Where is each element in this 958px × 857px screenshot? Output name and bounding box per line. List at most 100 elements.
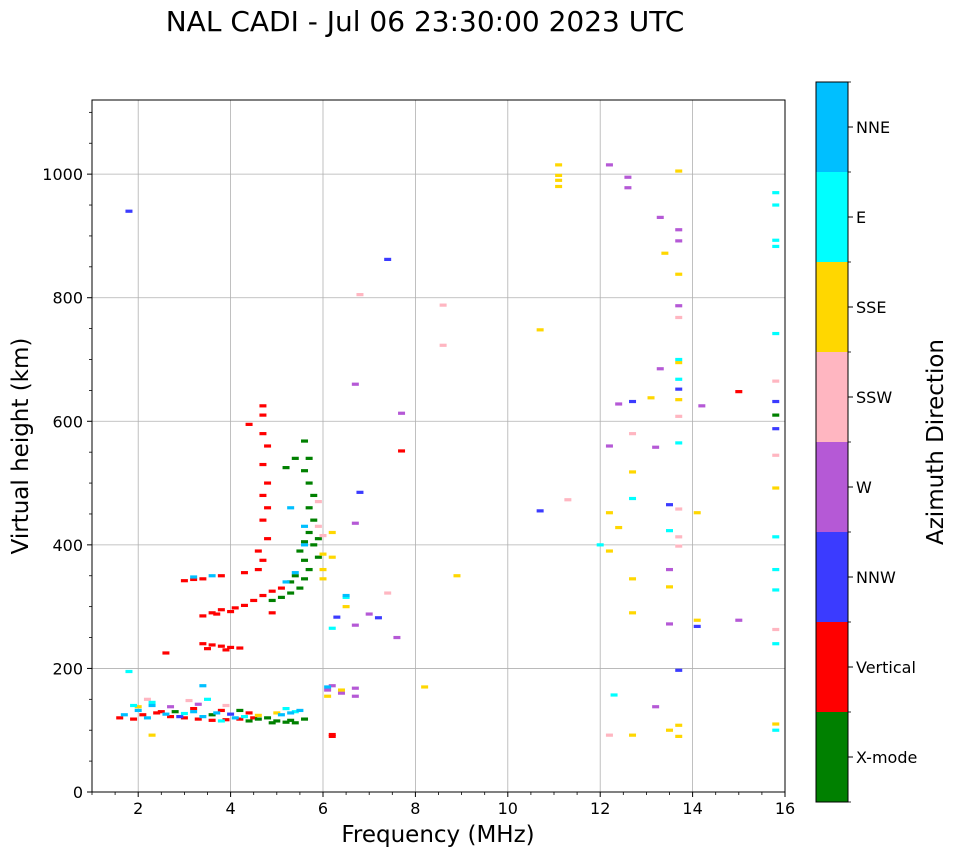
data-point xyxy=(356,293,364,297)
data-point xyxy=(305,456,313,460)
data-point xyxy=(305,506,313,510)
data-point xyxy=(301,543,309,547)
data-point xyxy=(624,175,632,179)
y-tick-label: 200 xyxy=(52,659,83,678)
data-point xyxy=(698,404,706,408)
data-point xyxy=(157,710,165,714)
data-point xyxy=(666,585,673,589)
data-point xyxy=(301,540,309,544)
data-point xyxy=(615,402,623,406)
data-point xyxy=(398,411,406,415)
data-point xyxy=(772,722,780,726)
data-point xyxy=(277,713,285,717)
data-point xyxy=(167,705,175,709)
data-point xyxy=(254,717,262,721)
x-tick-label: 6 xyxy=(318,799,328,818)
data-point xyxy=(273,711,281,715)
data-point xyxy=(296,708,304,713)
data-point xyxy=(337,688,345,692)
data-point xyxy=(254,549,262,553)
data-point xyxy=(675,304,683,308)
data-point xyxy=(167,715,175,719)
data-point xyxy=(291,571,299,575)
data-point xyxy=(675,169,683,173)
data-point xyxy=(227,645,235,650)
data-point xyxy=(287,718,295,722)
data-point xyxy=(116,716,124,720)
colorbar-label: SSW xyxy=(856,388,892,407)
data-point xyxy=(564,498,572,502)
data-point xyxy=(555,178,563,182)
data-point xyxy=(120,713,128,717)
data-point xyxy=(236,708,244,713)
colorbar-segment xyxy=(816,622,848,712)
data-point xyxy=(610,693,618,697)
data-point xyxy=(666,503,673,507)
data-point xyxy=(259,404,267,408)
data-point xyxy=(324,694,332,698)
data-point xyxy=(333,615,341,619)
data-point xyxy=(629,496,637,501)
colorbar-title: Azimuth Direction xyxy=(923,339,949,545)
data-point xyxy=(231,716,239,720)
data-point xyxy=(282,720,290,724)
data-point xyxy=(245,719,253,723)
data-point xyxy=(287,591,295,595)
data-point xyxy=(647,396,655,400)
colorbar-label: Vertical xyxy=(856,658,916,677)
data-point xyxy=(319,577,327,581)
data-point xyxy=(190,706,198,711)
data-point xyxy=(143,716,151,720)
data-point xyxy=(605,511,613,515)
data-point xyxy=(185,698,193,703)
data-point xyxy=(240,571,248,575)
data-point xyxy=(217,574,225,578)
x-tick-label: 2 xyxy=(133,799,143,818)
data-point xyxy=(328,732,336,737)
data-point xyxy=(772,244,780,249)
data-point xyxy=(194,717,202,721)
y-tick-label: 0 xyxy=(73,783,83,802)
data-point xyxy=(342,605,350,609)
y-tick-label: 600 xyxy=(52,412,83,431)
data-point xyxy=(301,469,309,473)
data-point xyxy=(772,413,780,417)
data-point xyxy=(301,439,309,443)
data-point xyxy=(342,593,350,598)
data-point xyxy=(148,700,156,705)
data-point xyxy=(319,552,327,556)
data-point xyxy=(629,733,637,737)
data-point xyxy=(772,567,780,572)
data-point xyxy=(374,616,382,620)
plot-frame xyxy=(91,99,786,793)
data-point xyxy=(661,251,669,255)
data-point xyxy=(693,511,701,515)
data-point xyxy=(259,493,267,498)
colorbar-label: SSE xyxy=(856,298,886,317)
data-point xyxy=(337,691,345,695)
data-point xyxy=(162,651,170,655)
data-point xyxy=(675,507,683,511)
data-point xyxy=(171,710,179,714)
data-point xyxy=(675,668,683,672)
data-point xyxy=(666,529,673,533)
data-point xyxy=(236,717,244,721)
data-point xyxy=(291,710,299,714)
data-point xyxy=(453,574,461,578)
series-sse xyxy=(134,163,780,738)
data-point xyxy=(675,544,683,548)
data-point xyxy=(277,586,285,590)
data-point xyxy=(351,686,359,690)
data-point xyxy=(190,575,198,579)
colorbar: X-mode Vertical NNW W SSW SSE E NNE xyxy=(815,81,917,803)
series-nnw xyxy=(125,209,780,719)
data-point xyxy=(328,530,336,535)
axis-ticks: 2 4 6 8 10 12 14 16 0 200 400 600 800 1000 xyxy=(42,111,795,818)
data-point xyxy=(328,684,336,688)
data-point xyxy=(180,711,188,716)
data-point xyxy=(148,703,156,708)
data-point xyxy=(125,669,133,674)
data-point xyxy=(291,456,299,460)
data-point xyxy=(675,734,683,738)
